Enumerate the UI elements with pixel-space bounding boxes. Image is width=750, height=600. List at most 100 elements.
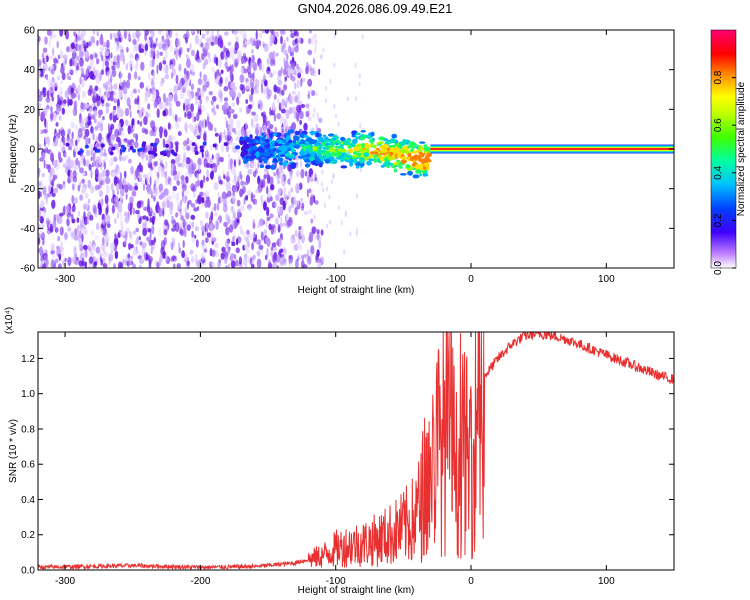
heatmap-cell — [191, 142, 196, 147]
heatmap-cell — [230, 253, 235, 258]
heatmap-cell — [126, 97, 131, 107]
heatmap-cell — [220, 69, 224, 74]
heatmap-cell — [73, 233, 79, 241]
heatmap-cell — [290, 61, 293, 69]
heatmap-cell — [188, 165, 193, 175]
heatmap-cell — [108, 256, 111, 265]
heatmap-cell — [73, 31, 77, 37]
heatmap-cell — [290, 187, 294, 193]
heatmap-cell — [76, 217, 80, 224]
heatmap-cell — [284, 257, 287, 266]
heatmap-cell — [412, 174, 420, 179]
heatmap-cell — [283, 247, 287, 255]
heatmap-cell — [230, 109, 235, 114]
heatmap-cell — [69, 140, 74, 147]
heatmap-cell — [264, 236, 270, 244]
heatmap-cell — [98, 203, 102, 213]
heatmap-cell — [187, 199, 192, 205]
colorbar-tick-label: 0.2 — [713, 213, 724, 227]
heatmap-cell — [418, 151, 423, 155]
heatmap-cell — [178, 242, 181, 249]
heatmap-cell — [54, 258, 59, 264]
heatmap-cell — [82, 261, 87, 266]
heatmap-cell — [39, 191, 42, 198]
heatmap-cell — [140, 164, 144, 173]
heatmap-cell — [348, 148, 354, 154]
heatmap-cell — [79, 114, 82, 124]
heatmap-cell — [333, 62, 336, 68]
heatmap-cell — [291, 106, 297, 114]
heatmap-cell — [88, 41, 92, 47]
heatmap-cell — [52, 174, 56, 182]
heatmap-cell — [124, 230, 128, 241]
heatmap-cell — [354, 62, 357, 68]
heatmap-cell — [248, 229, 251, 238]
heatmap-cell — [290, 203, 295, 209]
heatmap-cell — [79, 167, 84, 174]
heatmap-cell — [148, 254, 151, 262]
heatmap-cell — [315, 123, 318, 131]
heatmap-cell — [267, 66, 271, 72]
heatmap-cell — [153, 101, 157, 108]
spectrogram-y-ticks: -60 -40 -20 0 20 40 60 — [21, 26, 674, 275]
heatmap-cell — [293, 31, 299, 37]
heatmap-cell — [65, 74, 70, 79]
heatmap-cell — [262, 41, 265, 46]
heatmap-cell — [38, 102, 42, 109]
heatmap-cell — [169, 206, 173, 216]
heatmap-cell — [147, 112, 152, 118]
heatmap-cell — [126, 46, 129, 53]
heatmap-cell — [116, 136, 121, 143]
heatmap-cell — [328, 194, 331, 200]
heatmap-cell — [140, 61, 145, 71]
heatmap-cell — [310, 189, 313, 195]
heatmap-cell — [306, 188, 309, 198]
heatmap-cell — [340, 136, 346, 142]
heatmap-cell — [57, 263, 62, 268]
heatmap-cell — [197, 168, 202, 174]
heatmap-cell — [304, 170, 308, 177]
heatmap-cell — [73, 175, 77, 183]
heatmap-cell — [275, 254, 281, 263]
heatmap-cell — [316, 231, 320, 241]
heatmap-cell — [74, 260, 78, 265]
heatmap-cell — [105, 156, 108, 161]
heatmap-cell — [119, 127, 124, 132]
heatmap-cell — [309, 67, 315, 77]
heatmap-cell — [251, 145, 258, 151]
heatmap-cell — [409, 156, 414, 161]
heatmap-cell — [74, 124, 78, 130]
heatmap-cell — [145, 253, 149, 261]
heatmap-cell — [59, 114, 63, 122]
heatmap-cell — [117, 261, 123, 268]
heatmap-cell — [294, 207, 298, 216]
heatmap-cell — [69, 173, 75, 183]
heatmap-cell — [313, 195, 316, 204]
heatmap-cell — [313, 143, 320, 147]
heatmap-cell — [98, 109, 103, 116]
heatmap-cell — [240, 180, 245, 186]
heatmap-cell — [57, 235, 60, 242]
heatmap-cell — [46, 30, 52, 36]
heatmap-cell — [229, 124, 234, 132]
heatmap-cell — [297, 67, 302, 74]
heatmap-cell — [272, 140, 276, 145]
heatmap-cell — [236, 199, 241, 207]
heatmap-cell — [256, 136, 261, 141]
heatmap-cell — [190, 30, 196, 33]
heatmap-cell — [287, 129, 295, 134]
heatmap-cell — [136, 30, 141, 36]
heatmap-cell — [111, 204, 115, 214]
heatmap-cell — [239, 140, 244, 146]
heatmap-cell — [181, 190, 185, 197]
heatmap-cell — [376, 141, 382, 145]
heatmap-cell — [52, 187, 56, 193]
heatmap-cell — [244, 243, 249, 251]
heatmap-cell — [249, 79, 253, 89]
heatmap-cell — [114, 250, 119, 260]
heatmap-cell — [46, 89, 50, 100]
heatmap-cell — [105, 176, 110, 185]
heatmap-cell — [102, 116, 105, 121]
heatmap-cell — [260, 142, 268, 146]
heatmap-cell — [59, 50, 64, 59]
